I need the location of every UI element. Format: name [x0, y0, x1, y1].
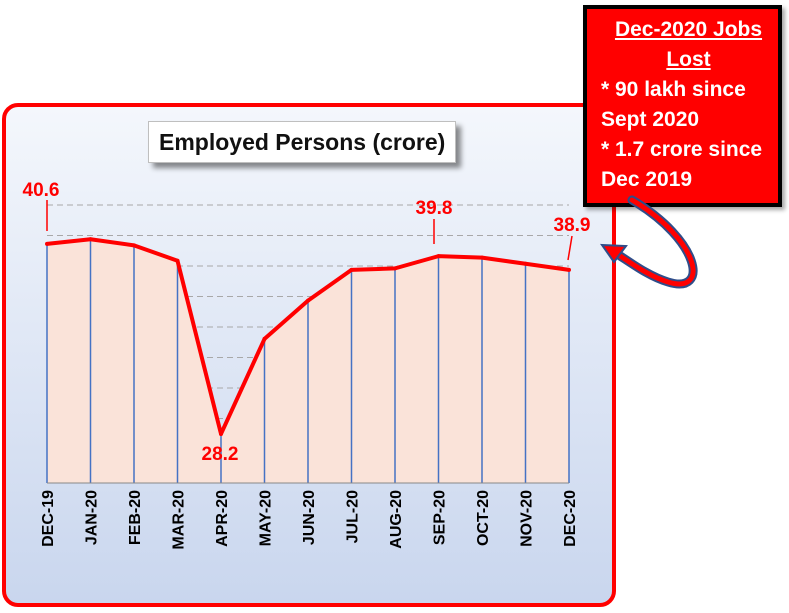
- data-point: [219, 431, 223, 436]
- x-tick-label: MAY-20: [258, 490, 275, 546]
- data-point: [132, 243, 136, 248]
- data-label: 40.6: [23, 180, 60, 201]
- x-tick-label: DEC-19: [40, 490, 57, 547]
- x-tick-label: OCT-20: [475, 490, 492, 546]
- x-tick-label: JAN-20: [84, 490, 101, 545]
- callout-line-1: * 90 lakh since: [601, 78, 746, 101]
- x-tick-label: JUN-20: [301, 490, 318, 545]
- data-point: [175, 258, 180, 263]
- x-tick-label: AUG-20: [388, 490, 405, 549]
- data-point: [523, 261, 528, 266]
- data-point: [480, 255, 484, 260]
- x-tick-label: FEB-20: [127, 490, 144, 545]
- data-point: [567, 267, 571, 272]
- x-tick-label: JUL-20: [345, 490, 362, 543]
- data-point: [306, 298, 310, 303]
- data-point: [88, 237, 93, 242]
- data-label: 28.2: [202, 444, 239, 465]
- data-point: [45, 241, 49, 246]
- x-tick-label: APR-20: [214, 490, 231, 547]
- data-label-leader: [567, 235, 573, 261]
- data-point: [436, 254, 441, 259]
- x-tick-label: DEC-20: [562, 490, 579, 547]
- callout-title: Dec-2020 Jobs Lost: [614, 18, 763, 71]
- data-label: 38.9: [554, 215, 591, 236]
- x-tick-label: NOV-20: [519, 490, 536, 547]
- callout-line-4: Dec 2019: [601, 168, 693, 191]
- data-point: [393, 266, 397, 271]
- data-point: [262, 336, 267, 341]
- data-label: 39.8: [416, 198, 453, 219]
- data-point: [349, 267, 354, 272]
- callout-line-2: Sept 2020: [601, 108, 700, 131]
- x-tick-label: MAR-20: [171, 490, 188, 550]
- x-tick-label: SEP-20: [432, 490, 449, 545]
- callout-box: Dec-2020 Jobs Lost * 90 lakh since Sept …: [583, 5, 782, 207]
- chart-title: Employed Persons (crore): [148, 121, 457, 163]
- callout-line-3: * 1.7 crore since: [601, 138, 763, 161]
